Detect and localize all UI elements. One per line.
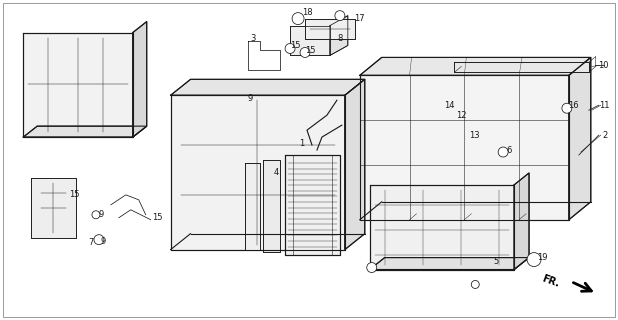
Polygon shape (32, 178, 76, 238)
Polygon shape (23, 33, 133, 137)
Polygon shape (569, 58, 591, 220)
Polygon shape (514, 173, 529, 269)
Text: 4: 4 (274, 168, 279, 178)
Text: 14: 14 (444, 101, 455, 110)
Polygon shape (345, 79, 365, 250)
Text: 10: 10 (598, 61, 609, 70)
Polygon shape (330, 16, 348, 55)
Text: 9: 9 (248, 94, 253, 103)
Polygon shape (290, 26, 330, 55)
Text: 2: 2 (602, 131, 607, 140)
Circle shape (335, 11, 345, 20)
Polygon shape (171, 79, 365, 95)
Text: 15: 15 (153, 213, 163, 222)
Text: 6: 6 (506, 146, 512, 155)
Polygon shape (360, 76, 569, 220)
Polygon shape (171, 95, 345, 250)
Polygon shape (133, 22, 146, 137)
Circle shape (285, 44, 295, 53)
Text: 16: 16 (569, 101, 579, 110)
Circle shape (94, 235, 104, 244)
Polygon shape (263, 160, 280, 252)
Polygon shape (305, 19, 355, 38)
Polygon shape (23, 126, 146, 137)
Text: 11: 11 (599, 101, 610, 110)
Circle shape (472, 280, 479, 288)
Text: 9: 9 (100, 237, 106, 246)
Polygon shape (370, 258, 529, 269)
Circle shape (527, 252, 541, 267)
Text: FR.: FR. (541, 274, 561, 289)
Polygon shape (245, 163, 260, 250)
Circle shape (366, 262, 377, 273)
Text: 18: 18 (302, 8, 312, 17)
Text: 5: 5 (494, 257, 499, 266)
Circle shape (562, 103, 572, 113)
Text: 3: 3 (250, 34, 256, 43)
Text: 9: 9 (98, 210, 104, 219)
Circle shape (300, 47, 310, 58)
Text: 13: 13 (469, 131, 480, 140)
Polygon shape (285, 155, 340, 255)
Circle shape (498, 147, 508, 157)
Text: 7: 7 (88, 238, 94, 247)
Polygon shape (370, 185, 514, 269)
Text: 12: 12 (456, 111, 467, 120)
Text: 1: 1 (299, 139, 305, 148)
Text: 15: 15 (305, 46, 315, 55)
Polygon shape (360, 58, 591, 76)
Text: 8: 8 (337, 34, 342, 43)
Text: 15: 15 (69, 190, 79, 199)
Circle shape (92, 211, 100, 219)
Text: 15: 15 (290, 41, 300, 50)
Circle shape (292, 13, 304, 25)
Text: 19: 19 (537, 253, 547, 262)
Polygon shape (454, 62, 589, 72)
Text: 17: 17 (355, 14, 365, 23)
